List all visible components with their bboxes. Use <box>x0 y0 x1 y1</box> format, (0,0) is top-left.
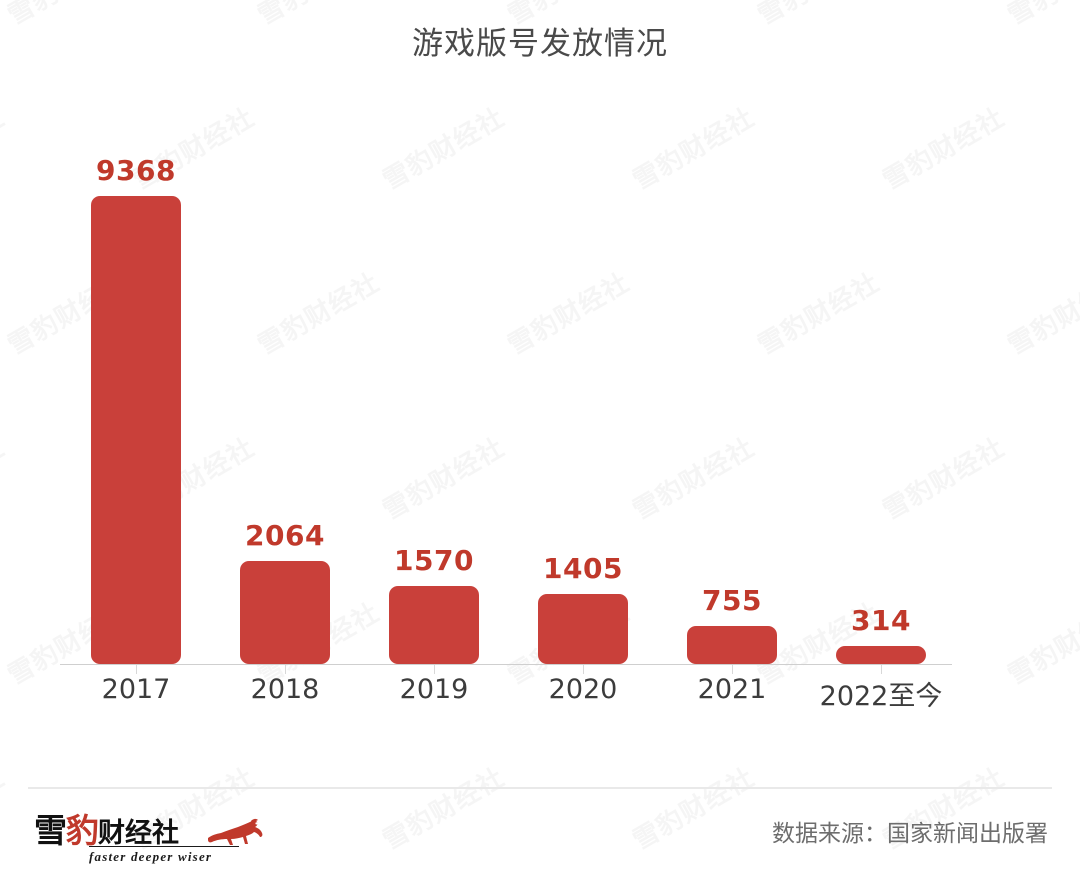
bar <box>836 646 926 664</box>
category-label: 2019 <box>399 674 469 705</box>
logo-tagline: faster deeper wiser <box>89 849 213 864</box>
logo-char-bao: 豹 <box>66 814 99 850</box>
bar-value-label: 1405 <box>543 552 623 585</box>
category-label: 2017 <box>101 674 171 705</box>
footer-divider <box>28 787 1052 789</box>
category-label: 2021 <box>697 674 767 705</box>
axis-tick <box>285 665 286 674</box>
bar <box>687 626 777 664</box>
bar <box>389 586 479 664</box>
axis-tick <box>881 665 882 674</box>
leopard-icon <box>206 818 264 851</box>
category-label: 2022至今 <box>819 681 943 712</box>
bar-chart-plot-area: 9368 2064 1570 1405 755 314 2017 2018 2019 2020 2… <box>60 154 952 712</box>
bar-value-label: 314 <box>851 604 911 637</box>
data-source-text: 数据来源：国家新闻出版署 <box>772 821 1048 847</box>
bar <box>240 561 330 664</box>
x-axis-line <box>60 664 952 665</box>
logo-word-caijingshe: 财经社 <box>98 818 179 848</box>
axis-tick <box>732 665 733 674</box>
logo-char-xue: 雪 <box>34 814 67 850</box>
bar-value-label: 9368 <box>96 154 176 187</box>
brand-logo: 雪豹财经社 faster deeper wiser <box>34 814 264 872</box>
bar <box>91 196 181 664</box>
page-title: 游戏版号发放情况 <box>412 26 668 62</box>
bar-value-label: 2064 <box>245 519 325 552</box>
footer: 雪豹财经社 faster deeper wiser 数据来源：国家新闻出版署 <box>0 800 1080 889</box>
axis-tick <box>434 665 435 674</box>
logo-wordmark: 雪豹财经社 <box>34 814 179 851</box>
category-label: 2020 <box>548 674 618 705</box>
bar-value-label: 1570 <box>394 544 474 577</box>
bar-value-label: 755 <box>702 584 762 617</box>
axis-tick <box>136 665 137 674</box>
bar <box>538 594 628 664</box>
axis-tick <box>583 665 584 674</box>
category-label: 2018 <box>250 674 320 705</box>
logo-underline <box>89 846 239 847</box>
